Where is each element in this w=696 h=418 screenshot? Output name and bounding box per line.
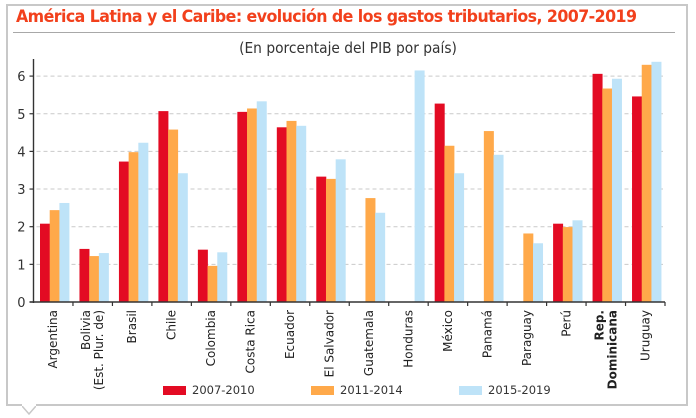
legend-label: 2007-2010 <box>192 383 255 397</box>
bar-2011-2014-perú <box>562 227 573 302</box>
bar-2011-2014-chile <box>168 129 179 302</box>
y-tick-label: 0 <box>17 296 25 311</box>
x-tick-label: Uruguay <box>638 310 652 361</box>
x-tick-label: Argentina <box>46 310 60 369</box>
bar-2015-2019-paraguay <box>533 243 544 302</box>
y-tick-label: 6 <box>17 70 25 85</box>
x-tick-label: El Salvador <box>323 310 337 377</box>
bar-2007-2010-brasil <box>118 161 129 302</box>
y-tick-label: 5 <box>17 108 25 123</box>
bar-2015-2019-panamá <box>493 154 504 302</box>
x-tick-label: (Est. Plur. de) <box>92 310 106 390</box>
x-tick-label: Brasil <box>125 310 139 343</box>
x-tick-label: Rep. <box>592 310 606 341</box>
bar-2015-2019-uruguay <box>651 61 662 302</box>
x-tick-label: Panamá <box>480 310 494 358</box>
bar-2007-2010-uruguay <box>632 96 643 302</box>
bar-2007-2010-ecuador <box>276 127 287 302</box>
y-tick-label: 3 <box>17 183 25 198</box>
bar-2015-2019-perú <box>572 220 583 302</box>
bar-2007-2010-bolivia-est-plur-de- <box>79 248 90 302</box>
bar-2007-2010-colombia <box>197 249 208 302</box>
legend-label: 2011-2014 <box>340 383 403 397</box>
x-tick-label: Chile <box>165 310 179 340</box>
bars <box>40 61 662 303</box>
legend-swatch <box>163 385 186 395</box>
bar-2007-2010-méxico <box>434 103 445 302</box>
x-tick-label: Perú <box>559 310 573 337</box>
legend-item-2007-2010: 2007-2010 <box>163 382 255 398</box>
bar-2011-2014-ecuador <box>286 120 297 302</box>
bar-2015-2019-ecuador <box>296 125 307 302</box>
bar-2011-2014-guatemala <box>365 198 376 302</box>
x-tick-label: Paraguay <box>520 310 534 366</box>
bar-2015-2019-honduras <box>414 70 425 302</box>
y-tick-label: 2 <box>17 221 25 236</box>
y-tick-label: 4 <box>17 145 25 160</box>
bar-2007-2010-chile <box>158 111 169 302</box>
chart-subtitle: (En porcentaje del PIB por país) <box>239 39 457 57</box>
bar-2011-2014-rep-dominicana <box>602 88 613 302</box>
legend-item-2015-2019: 2015-2019 <box>459 382 551 398</box>
bar-2015-2019-el-salvador <box>335 159 346 302</box>
legend-swatch <box>311 385 334 395</box>
bar-2015-2019-méxico <box>454 173 465 302</box>
bar-2015-2019-rep-dominicana <box>611 78 622 302</box>
x-tick-label: Costa Rica <box>244 310 258 373</box>
bar-2015-2019-costa-rica <box>256 101 267 302</box>
bar-2015-2019-chile <box>177 173 188 302</box>
title-divider <box>13 32 675 33</box>
x-tick-label: Colombia <box>204 310 218 366</box>
bar-2011-2014-panamá <box>483 131 494 302</box>
bar-2011-2014-méxico <box>444 145 455 302</box>
tick-labels: 0 1 2 3 4 5 6 Argentina Bolivia (Est. Plur. de) Br… <box>17 70 652 390</box>
bar-2011-2014-paraguay <box>523 233 534 302</box>
bar-2011-2014-el-salvador <box>325 178 336 302</box>
legend-item-2011-2014: 2011-2014 <box>311 382 403 398</box>
x-tick-label: Bolivia <box>79 310 93 350</box>
bar-2011-2014-colombia <box>207 265 218 302</box>
bar-2015-2019-brasil <box>138 142 149 302</box>
bar-2015-2019-guatemala <box>375 212 386 302</box>
legend-swatch <box>459 385 482 395</box>
bar-2011-2014-bolivia-est-plur-de- <box>89 256 100 302</box>
legend: 2007-2010 2011-2014 2015-2019 <box>0 382 696 398</box>
axes <box>29 59 666 306</box>
bar-2015-2019-argentina <box>59 202 70 302</box>
x-tick-label: Dominicana <box>605 310 619 389</box>
bar-2011-2014-costa-rica <box>247 108 258 302</box>
x-tick-label: Honduras <box>401 310 415 368</box>
bar-2011-2014-brasil <box>128 152 139 302</box>
legend-label: 2015-2019 <box>488 383 551 397</box>
bar-2015-2019-colombia <box>217 252 228 302</box>
callout-pointer <box>22 404 36 416</box>
bar-2015-2019-bolivia-est-plur-de- <box>98 253 109 302</box>
bar-2007-2010-costa-rica <box>237 111 248 303</box>
bar-2007-2010-argentina <box>40 223 50 302</box>
bar-2007-2010-el-salvador <box>316 176 327 302</box>
bar-2007-2010-rep-dominicana <box>592 73 603 302</box>
bar-2011-2014-argentina <box>49 210 60 302</box>
y-tick-label: 1 <box>17 258 25 273</box>
chart-title: América Latina y el Caribe: evolución de… <box>16 7 637 27</box>
x-tick-label: México <box>441 310 455 352</box>
bar-2007-2010-perú <box>553 223 564 302</box>
bar-2011-2014-uruguay <box>641 64 652 303</box>
x-tick-label: Guatemala <box>362 310 376 376</box>
x-tick-label: Ecuador <box>283 310 297 359</box>
